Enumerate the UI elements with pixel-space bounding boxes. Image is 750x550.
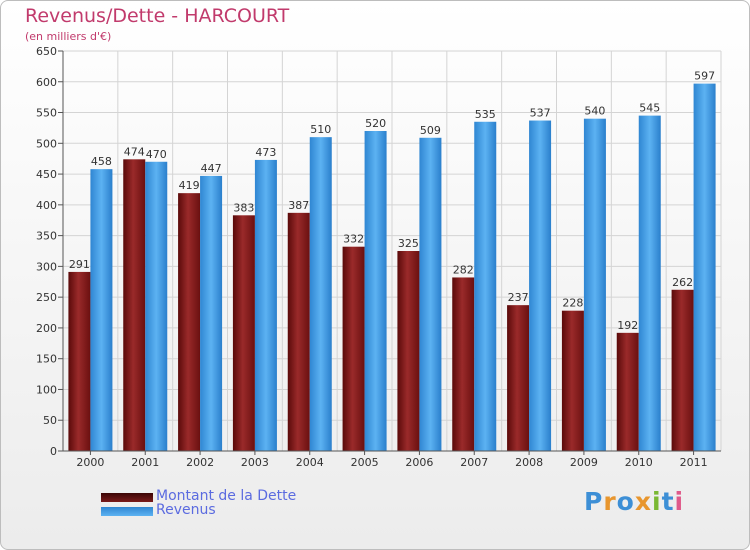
logo-letter: x — [634, 487, 652, 516]
data-label-dette: 383 — [233, 201, 254, 214]
legend-swatch-dette — [101, 493, 153, 502]
logo-letter: r — [603, 487, 617, 516]
y-tick-label: 600 — [36, 76, 57, 89]
data-label-dette: 228 — [562, 297, 583, 310]
axis-layer: 0 50 100 150 200 250 300 350 400 450 500 550 600 650 2… — [36, 45, 721, 469]
bar-revenus — [90, 169, 113, 451]
bar-revenus — [529, 120, 552, 452]
x-tick-label: 2011 — [680, 456, 708, 469]
bar-revenus — [254, 159, 277, 451]
x-tick-label: 2002 — [186, 456, 214, 469]
data-label-dette: 262 — [672, 276, 693, 289]
data-label-dette: 474 — [124, 145, 145, 158]
data-label-revenus: 545 — [639, 102, 660, 115]
bar-dette — [671, 289, 694, 451]
bar-dette — [616, 332, 639, 451]
bar-revenus — [309, 137, 332, 451]
bar-revenus — [419, 137, 442, 451]
y-tick-label: 200 — [36, 322, 57, 335]
y-tick-label: 400 — [36, 199, 57, 212]
y-tick-label: 150 — [36, 353, 57, 366]
bar-revenus — [693, 83, 716, 451]
bars-layer — [68, 83, 716, 452]
data-label-dette: 282 — [453, 263, 474, 276]
y-tick-label: 350 — [36, 230, 57, 243]
logo-letter: i — [674, 487, 685, 516]
x-tick-label: 2005 — [351, 456, 379, 469]
y-tick-label: 450 — [36, 168, 57, 181]
data-label-revenus: 458 — [91, 155, 112, 168]
y-tick-label: 500 — [36, 137, 57, 150]
data-label-revenus: 537 — [530, 107, 551, 120]
bar-revenus — [474, 121, 497, 452]
x-tick-label: 2000 — [76, 456, 104, 469]
data-label-revenus: 597 — [694, 70, 715, 83]
x-tick-label: 2004 — [296, 456, 324, 469]
y-tick-label: 50 — [43, 414, 57, 427]
data-label-dette: 192 — [617, 319, 638, 332]
y-tick-label: 650 — [36, 45, 57, 58]
bar-revenus — [638, 115, 661, 451]
bar-dette — [232, 215, 255, 451]
legend-label-revenus: Revenus — [156, 502, 216, 518]
data-label-dette: 291 — [69, 258, 90, 271]
data-label-revenus: 535 — [475, 108, 496, 121]
x-tick-label: 2009 — [570, 456, 598, 469]
x-tick-label: 2008 — [515, 456, 543, 469]
logo-letter: i — [652, 487, 662, 516]
data-label-dette: 237 — [508, 291, 529, 304]
y-tick-label: 550 — [36, 107, 57, 120]
logo-letter: o — [616, 487, 635, 516]
y-tick-label: 300 — [36, 260, 57, 273]
data-label-revenus: 473 — [255, 146, 276, 159]
data-label-revenus: 540 — [584, 105, 605, 118]
data-label-dette: 325 — [398, 237, 419, 250]
chart-subtitle: (en milliers d'€) — [25, 30, 112, 43]
logo-letter: t — [661, 487, 675, 516]
data-label-dette: 332 — [343, 233, 364, 246]
legend-label-dette: Montant de la Dette — [156, 488, 297, 504]
x-tick-label: 2003 — [241, 456, 269, 469]
y-tick-label: 250 — [36, 291, 57, 304]
data-label-dette: 419 — [179, 179, 200, 192]
data-label-revenus: 520 — [365, 117, 386, 130]
legend-swatch-revenus — [101, 507, 153, 516]
data-label-revenus: 509 — [420, 124, 441, 137]
logo-letter: P — [584, 487, 604, 516]
bar-dette — [561, 310, 584, 451]
bar-dette — [507, 305, 530, 451]
bar-revenus — [364, 131, 387, 451]
data-label-revenus: 470 — [146, 148, 167, 161]
chart-title: Revenus/Dette - HARCOURT — [25, 5, 290, 27]
x-tick-label: 2001 — [131, 456, 159, 469]
data-label-revenus: 510 — [310, 123, 331, 136]
x-tick-label: 2010 — [625, 456, 653, 469]
bar-revenus — [200, 175, 223, 451]
bar-revenus — [145, 161, 168, 451]
bar-dette — [287, 212, 310, 451]
y-tick-label: 0 — [50, 445, 57, 458]
bar-dette — [397, 251, 420, 451]
x-tick-label: 2007 — [460, 456, 488, 469]
proxiti-logo: Proxiti — [584, 487, 684, 517]
bar-dette — [123, 159, 146, 452]
data-label-revenus: 447 — [201, 162, 222, 175]
bar-revenus — [583, 118, 606, 451]
bar-dette — [342, 246, 365, 451]
bar-dette — [68, 271, 91, 451]
x-tick-label: 2006 — [405, 456, 433, 469]
bar-dette — [452, 277, 475, 451]
y-tick-label: 100 — [36, 383, 57, 396]
data-label-dette: 387 — [288, 199, 309, 212]
bar-dette — [178, 193, 201, 451]
